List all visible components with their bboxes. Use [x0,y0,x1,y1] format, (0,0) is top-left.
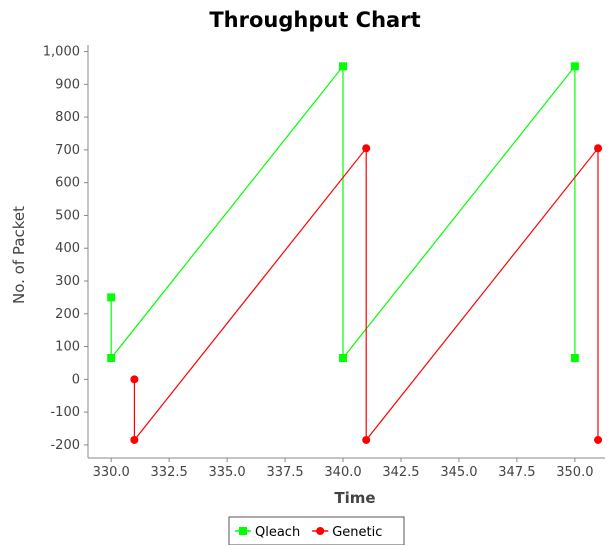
data-point-qleach [339,62,348,71]
y-tick-label: 200 [55,307,80,322]
data-point-genetic [130,375,139,384]
legend-marker-qleach [239,527,247,535]
y-tick-label: 900 [55,77,80,92]
x-tick-label: 335.0 [208,465,245,480]
y-tick-label: 0 [72,372,80,387]
x-axis: 330.0 332.5 335.0 337.5 340.0 342.5 345.0 347.5… [88,457,605,480]
data-point-qleach [107,354,116,363]
y-tick-label: 100 [55,340,80,355]
x-tick-label: 337.5 [266,465,303,480]
y-tick-label: 700 [55,143,80,158]
x-tick-label: 350.0 [556,465,593,480]
y-axis-label: No. of Packet [10,206,28,304]
data-point-qleach [107,293,116,302]
x-axis-label: Time [334,489,375,507]
y-tick-label: 500 [55,208,80,223]
data-point-genetic [594,435,603,444]
y-tick-label: 600 [55,176,80,191]
y-tick-label: 800 [55,110,80,125]
y-axis: -200 -100 0 100 200 300 400 500 600 700 800 900 1,00… [43,45,89,458]
series-line-genetic [133,146,599,442]
data-point-genetic [362,144,371,153]
series-line-qleach [110,64,576,360]
data-point-qleach [339,354,348,363]
data-point-genetic [362,435,371,444]
y-tick-label: 400 [55,241,80,256]
y-tick-label: -200 [50,438,80,453]
plot-series [107,62,603,444]
x-tick-label: 330.0 [93,465,130,480]
x-tick-label: 347.5 [498,465,535,480]
chart-title: Throughput Chart [209,8,420,32]
data-point-genetic [594,144,603,153]
x-tick-label: 345.0 [440,465,477,480]
y-tick-label: 1,000 [43,45,80,60]
y-tick-label: 300 [55,274,80,289]
x-tick-label: 332.5 [151,465,188,480]
x-tick-label: 340.0 [324,465,361,480]
legend-marker-genetic [316,527,325,535]
data-point-qleach [570,354,579,363]
legend: Qleach Genetic [228,516,405,545]
legend-label-genetic: Genetic [332,525,382,540]
data-point-qleach [570,62,579,71]
x-tick-label: 342.5 [382,465,419,480]
data-point-genetic [130,435,139,444]
y-tick-label: -100 [50,405,80,420]
legend-label-qleach: Qleach [255,525,300,540]
